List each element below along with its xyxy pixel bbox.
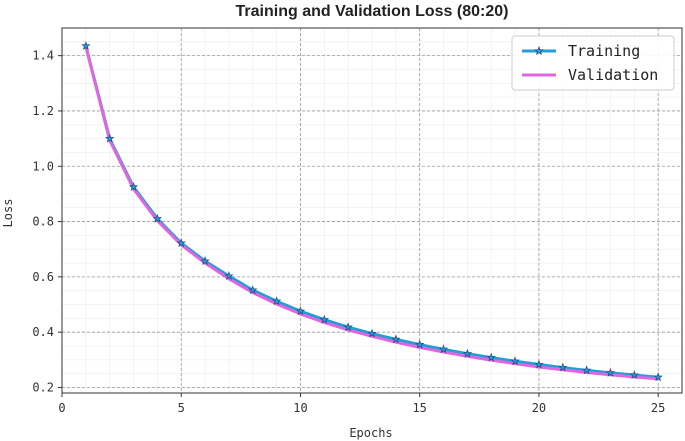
training-point [462, 348, 473, 358]
y-tick-label: 1.2 [32, 104, 54, 118]
training-point [558, 362, 568, 372]
y-tick-label: 0.4 [32, 325, 54, 339]
x-tick-label: 5 [178, 401, 185, 415]
training-point [343, 322, 353, 332]
training-point [224, 271, 234, 281]
y-axis-label: Loss [1, 199, 15, 228]
x-axis-ticks: 0 5 10 15 20 25 [58, 393, 665, 415]
training-point [414, 339, 425, 349]
y-tick-label: 0.2 [32, 380, 54, 394]
x-axis-label: Epochs [349, 426, 392, 440]
training-point [581, 365, 592, 375]
training-point [534, 359, 544, 369]
training-point [319, 314, 330, 324]
training-point [629, 370, 640, 380]
series-layer [81, 41, 663, 382]
training-point [128, 182, 139, 191]
legend: Training Validation [511, 35, 675, 91]
y-axis-ticks: 0.2 0.4 0.6 0.8 1.0 1.2 1.4 [32, 49, 62, 394]
x-tick-label: 25 [651, 401, 665, 415]
legend-training-label: Training [568, 42, 640, 60]
training-point [653, 372, 663, 382]
training-point [486, 352, 496, 362]
x-tick-label: 10 [293, 401, 307, 415]
training-point [176, 238, 186, 248]
training-point [295, 306, 306, 316]
legend-validation-label: Validation [568, 66, 658, 84]
training-point [510, 356, 520, 366]
training-point [152, 213, 163, 223]
y-tick-label: 1.0 [32, 159, 54, 173]
training-point [271, 296, 282, 306]
x-tick-label: 20 [532, 401, 546, 415]
y-tick-label: 1.4 [32, 49, 54, 63]
x-tick-label: 15 [412, 401, 426, 415]
legend-training-marker [534, 45, 544, 56]
y-tick-label: 0.6 [32, 270, 54, 284]
training-point [367, 328, 377, 338]
plot-frame [61, 27, 683, 394]
training-point [438, 344, 449, 354]
training-point [200, 256, 210, 266]
y-tick-label: 0.8 [32, 215, 54, 229]
training-point [605, 367, 616, 377]
training-point [81, 41, 91, 50]
chart-title: Training and Validation Loss (80:20) [236, 3, 509, 20]
training-point [104, 133, 115, 143]
training-point [391, 334, 401, 344]
training-point [248, 285, 258, 295]
x-tick-label: 0 [58, 401, 65, 415]
